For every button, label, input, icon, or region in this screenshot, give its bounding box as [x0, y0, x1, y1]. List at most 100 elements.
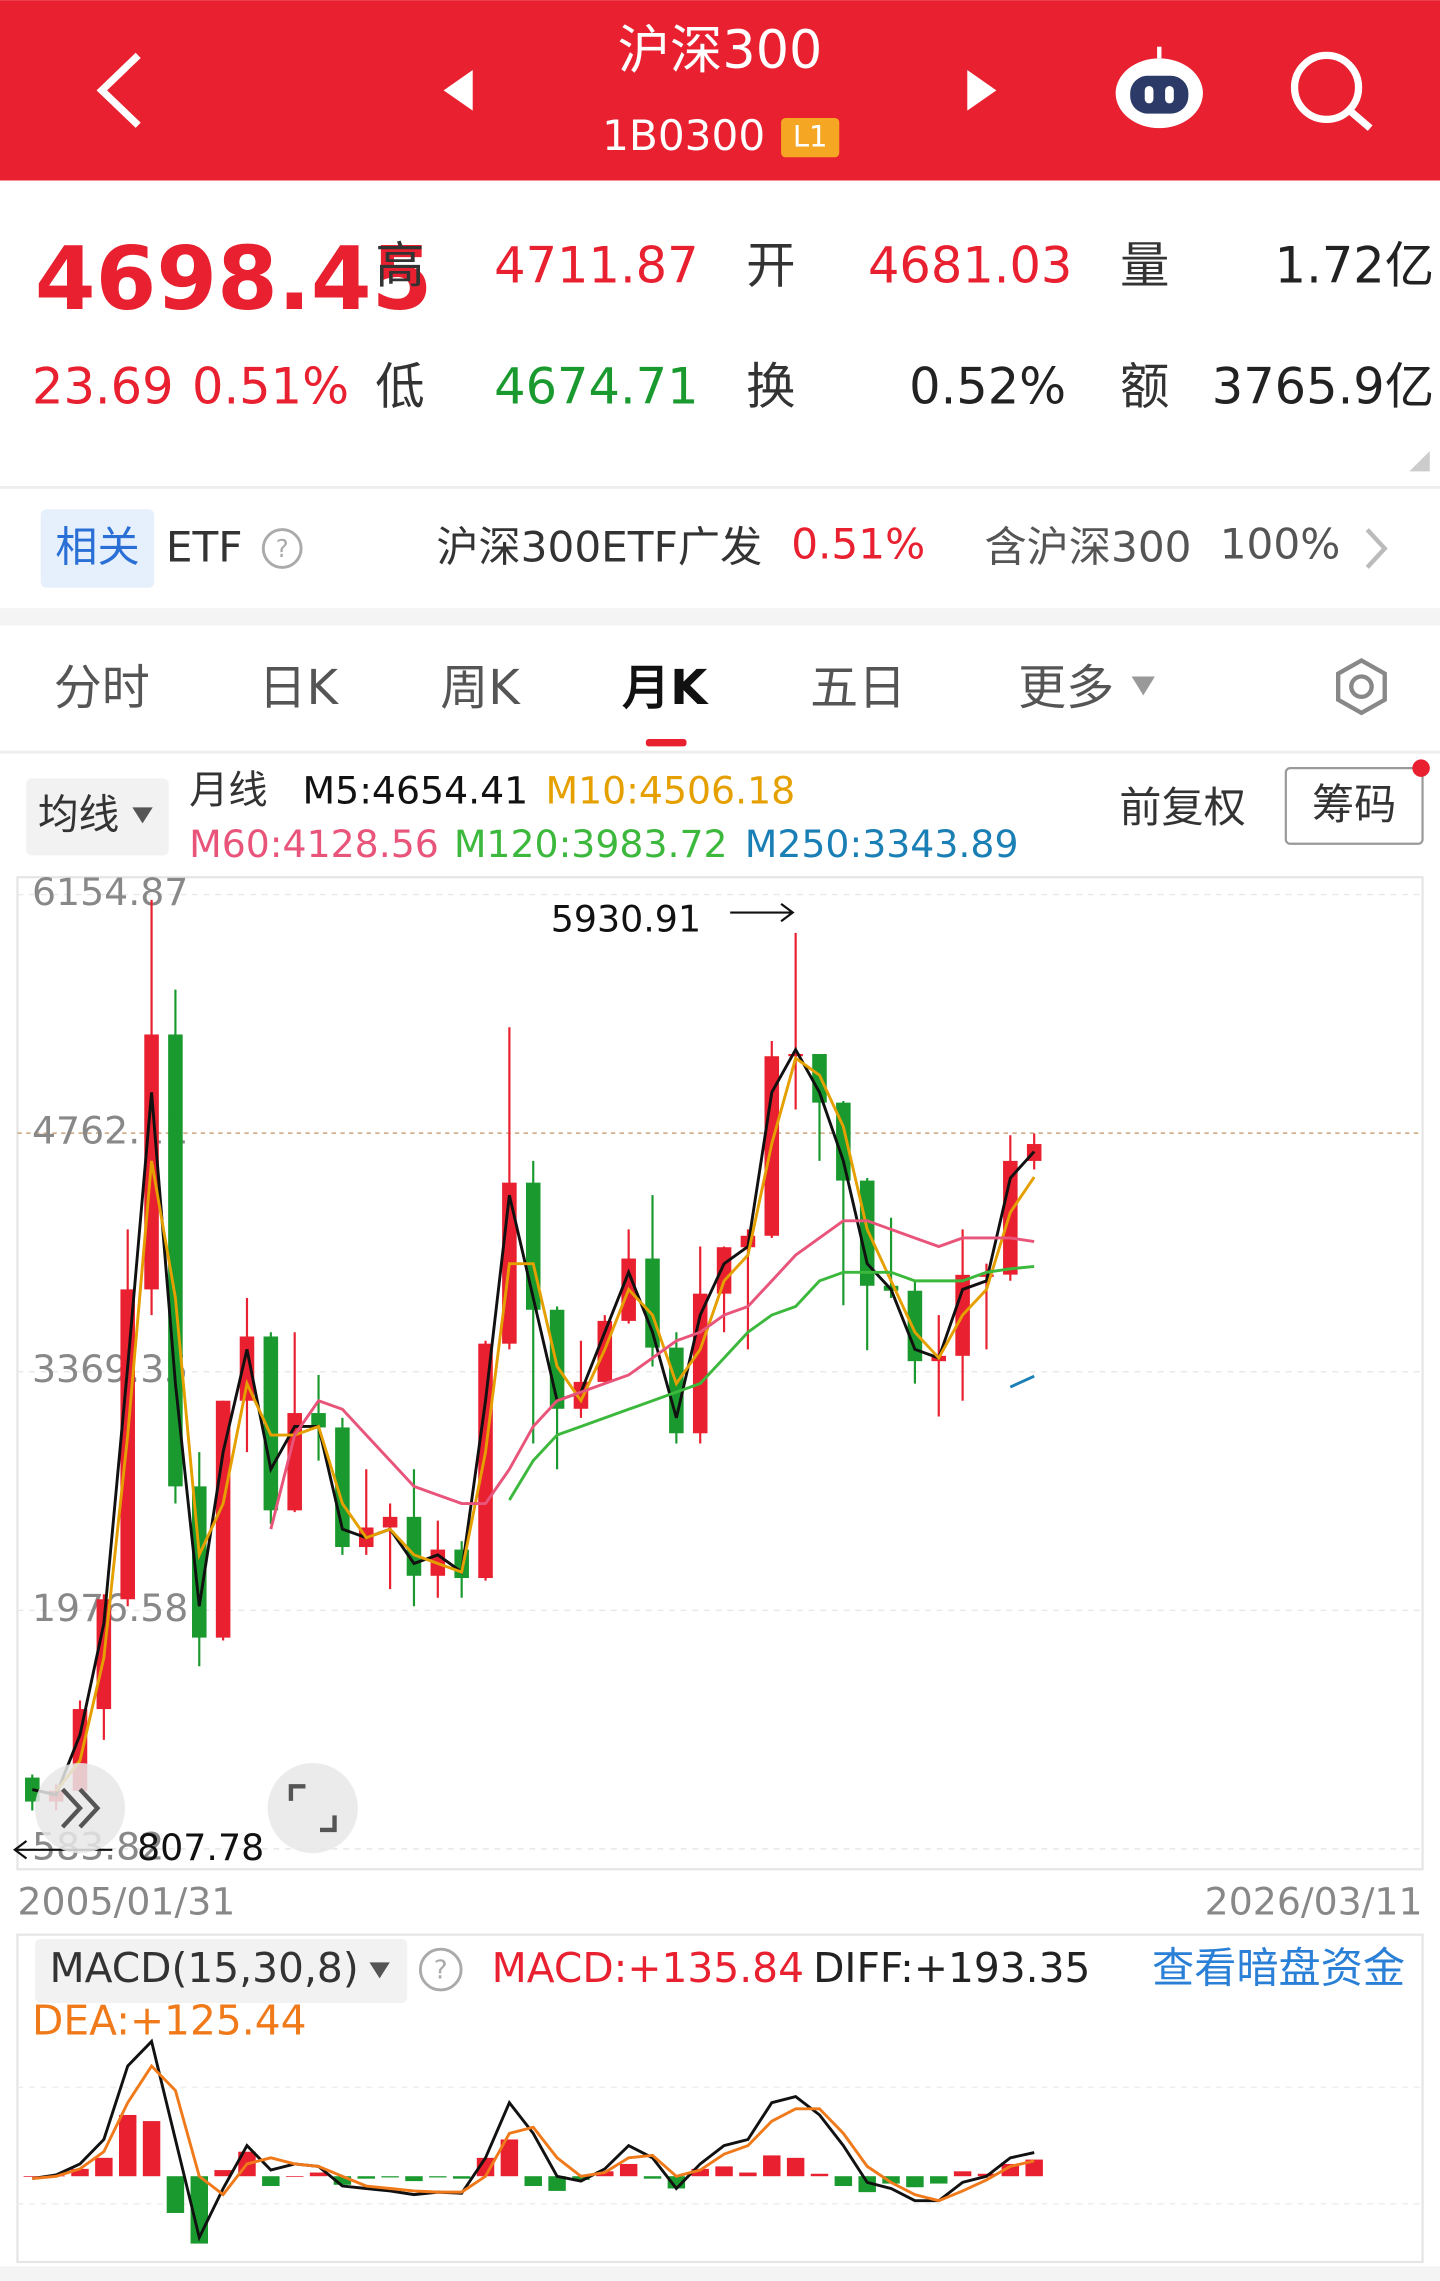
ma-caret	[132, 807, 153, 824]
macd-bar	[572, 2176, 590, 2180]
macd-bar	[405, 2176, 423, 2182]
ma-line	[508, 1265, 1035, 1501]
badge-dot	[1412, 759, 1430, 777]
chips-box[interactable]	[1284, 767, 1424, 845]
fullscreen-button[interactable]	[267, 1763, 358, 1854]
ma-line	[54, 1055, 1036, 1793]
macd-bar	[763, 2155, 781, 2177]
macd-bar	[739, 2172, 757, 2177]
candle-body	[406, 1516, 422, 1576]
macd-bar	[429, 2176, 447, 2178]
min-label: 807.78	[137, 1826, 264, 1869]
candle-body	[859, 1180, 875, 1286]
ma-button-box[interactable]	[26, 778, 169, 856]
macd-help[interactable]: ?	[418, 1947, 463, 1992]
tab[interactable]: 月K	[622, 660, 709, 716]
help-icon[interactable]: ?	[261, 528, 303, 569]
legend-item: M10:4506.18	[545, 768, 795, 812]
corner-mark	[1409, 451, 1430, 472]
macd-bar	[357, 2176, 375, 2179]
dark-pool-link[interactable]: 查看暗盘资金	[1152, 1944, 1405, 1993]
code: 1B0300	[602, 111, 765, 160]
x-label-start: 2005/01/31	[17, 1880, 235, 1924]
band	[0, 2266, 1440, 2281]
price: 4698.45	[35, 228, 432, 330]
candle-body	[287, 1413, 302, 1511]
legend-item: M60:4128.56	[189, 822, 439, 866]
macd-bar	[858, 2176, 876, 2193]
robot-icon[interactable]	[1115, 46, 1203, 129]
tab[interactable]: 分时	[54, 660, 150, 716]
y-tick-label: 4762.11	[32, 1109, 188, 1153]
scroll-button[interactable]	[34, 1763, 126, 1854]
tab[interactable]: 更多	[1018, 660, 1114, 716]
macd-bar	[524, 2176, 542, 2187]
macd-bar	[715, 2166, 733, 2177]
macd-bar	[166, 2176, 185, 2213]
chips[interactable]: 筹码	[1312, 780, 1396, 829]
adjust[interactable]: 前复权	[1119, 783, 1246, 832]
macd-bar	[1001, 2163, 1020, 2177]
candle-body	[239, 1336, 255, 1401]
ma-line	[269, 1219, 1035, 1530]
dea-line	[32, 2063, 1035, 2203]
macd-bar	[930, 2176, 948, 2184]
turnover: 0.52%	[909, 357, 1066, 415]
ma-button[interactable]: 均线	[38, 791, 119, 839]
macd-value: MACD:+135.84	[492, 1944, 804, 1992]
macd-bar	[262, 2176, 280, 2187]
macd-bar	[1025, 2159, 1043, 2177]
label: 开	[746, 237, 795, 295]
macd-bar	[23, 2176, 42, 2177]
macd-bar	[786, 2157, 805, 2177]
label: 换	[746, 357, 795, 415]
macd-bar	[548, 2176, 566, 2191]
macd-bar	[953, 2171, 972, 2177]
diff-line	[32, 2038, 1035, 2242]
open: 4681.03	[868, 237, 1072, 295]
period: 月线	[189, 768, 268, 813]
etf-tag: 相关	[55, 522, 139, 571]
macd-title[interactable]: MACD(15,30,8)	[49, 1944, 358, 1992]
y-tick-label: 6154.87	[32, 870, 188, 914]
search-icon[interactable]	[1290, 51, 1373, 131]
tab[interactable]: 周K	[440, 660, 521, 716]
level-badge	[781, 117, 840, 158]
macd-bar	[643, 2176, 662, 2179]
svg-text:?: ?	[276, 534, 289, 563]
label: 量	[1120, 237, 1169, 295]
prev-button[interactable]	[443, 69, 473, 111]
high: 4711.87	[494, 237, 698, 295]
more-caret	[1131, 676, 1155, 696]
etf-name[interactable]: 沪深300ETF广发	[436, 522, 762, 571]
macd-bar	[309, 2172, 328, 2177]
macd-button-box[interactable]	[34, 1939, 408, 2004]
macd-bar	[285, 2176, 304, 2177]
candle-body	[215, 1400, 231, 1638]
macd-bar	[95, 2157, 113, 2177]
macd-bar	[118, 2114, 137, 2177]
chart-frame	[16, 876, 1424, 1871]
tab[interactable]: 五日	[810, 660, 906, 716]
next-button[interactable]	[967, 69, 997, 111]
settings-icon[interactable]	[1336, 657, 1387, 716]
etf-weight: 100%	[1220, 520, 1341, 569]
candle-body	[263, 1336, 279, 1511]
macd-bar	[71, 2168, 89, 2177]
title: 沪深300	[618, 20, 823, 81]
amount: 3765.9亿	[1212, 357, 1434, 415]
tab[interactable]: 日K	[258, 660, 339, 716]
macd-bar	[333, 2176, 352, 2185]
back-button[interactable]	[96, 52, 141, 128]
macd-bar	[142, 2121, 161, 2177]
macd-bar	[500, 2139, 519, 2177]
legend-item: M120:3983.72	[454, 822, 728, 866]
macd-bar	[691, 2168, 709, 2177]
macd-bar	[452, 2176, 471, 2179]
macd-bar	[214, 2170, 232, 2177]
dea-value: DEA:+125.44	[32, 1996, 307, 2044]
chevron[interactable]	[1365, 528, 1388, 569]
svg-text:?: ?	[434, 1956, 448, 1986]
